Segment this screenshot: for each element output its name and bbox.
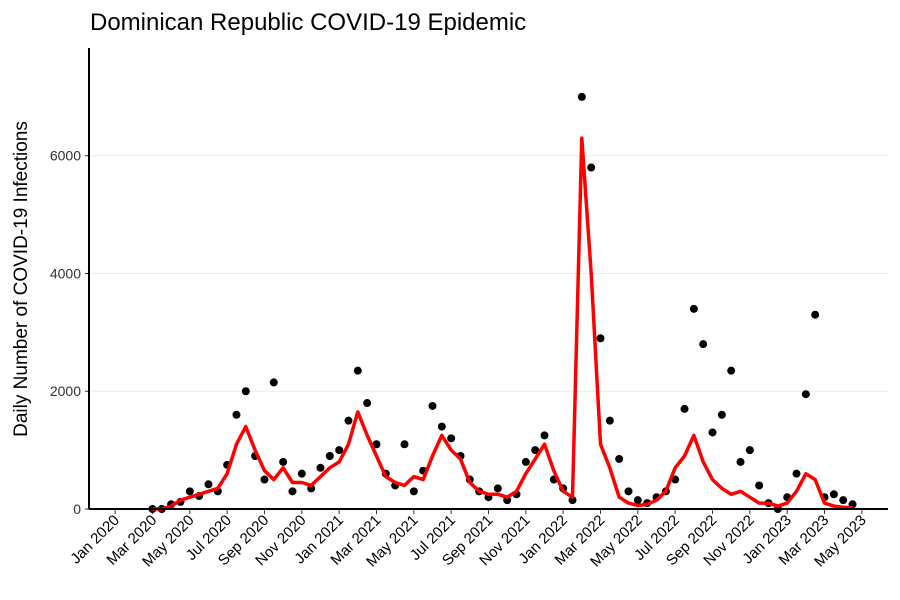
point [400, 440, 409, 449]
point [428, 401, 437, 410]
point [811, 310, 820, 319]
point [279, 457, 288, 466]
point [204, 480, 213, 489]
point [297, 469, 306, 478]
point [699, 340, 708, 349]
chart-title: Dominican Republic COVID-19 Epidemic [90, 9, 526, 36]
point [353, 366, 362, 375]
point [829, 490, 838, 499]
point [540, 431, 549, 440]
point [624, 487, 633, 496]
point [680, 404, 689, 413]
point [745, 446, 754, 455]
point [288, 487, 297, 496]
point [269, 378, 278, 387]
point [493, 484, 502, 493]
point [568, 496, 577, 505]
point [344, 416, 353, 425]
y-axis-label: Daily Number of COVID-19 Infections [11, 121, 32, 437]
point [521, 457, 530, 466]
point [363, 399, 372, 408]
point [792, 469, 801, 478]
y-tick-label: 0 [73, 501, 81, 517]
point [689, 304, 698, 313]
point [615, 454, 624, 463]
point [839, 496, 848, 505]
point [260, 475, 269, 484]
point [605, 416, 614, 425]
point [316, 463, 325, 472]
point [736, 457, 745, 466]
point [596, 334, 605, 343]
point [437, 422, 446, 431]
y-tick-label: 2000 [50, 383, 81, 399]
point [325, 452, 334, 461]
point [727, 366, 736, 375]
point [185, 487, 194, 496]
point [587, 163, 596, 172]
point [531, 446, 540, 455]
point [801, 390, 810, 399]
y-tick-label: 4000 [50, 265, 81, 281]
point [409, 487, 418, 496]
point [335, 446, 344, 455]
point [372, 440, 381, 449]
point [232, 410, 241, 419]
point [717, 410, 726, 419]
point [447, 434, 456, 443]
point [577, 92, 586, 101]
y-tick-label: 6000 [50, 148, 81, 164]
point [708, 428, 717, 437]
point [755, 481, 764, 490]
point [671, 475, 680, 484]
point [633, 496, 642, 505]
line [152, 136, 853, 511]
point [241, 387, 250, 396]
